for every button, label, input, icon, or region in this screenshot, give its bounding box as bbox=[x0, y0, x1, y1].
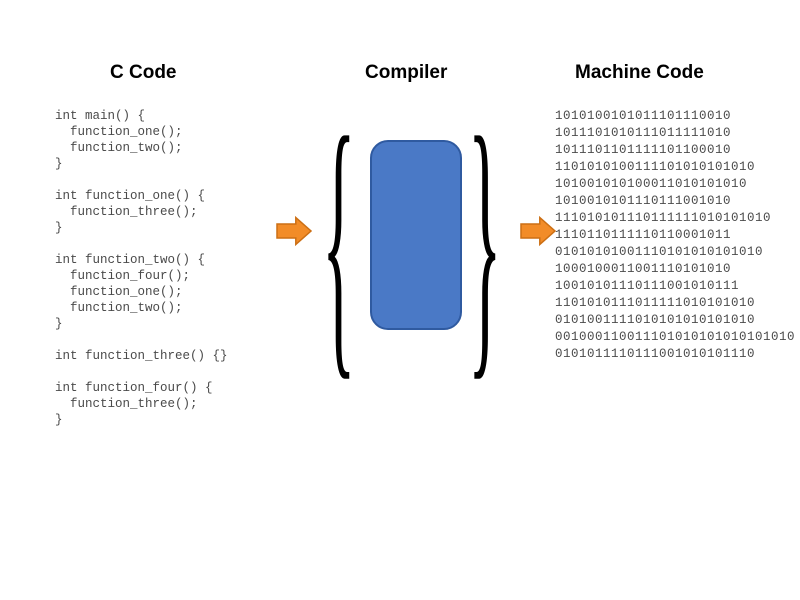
heading-compiler: Compiler bbox=[365, 62, 447, 84]
arrow-right-icon bbox=[520, 215, 556, 247]
arrow-left-icon bbox=[276, 215, 312, 247]
compiler-box bbox=[370, 140, 462, 330]
c-code-block: int main() { function_one(); function_tw… bbox=[55, 108, 228, 428]
arrow-left-poly bbox=[277, 218, 311, 245]
heading-machine-code: Machine Code bbox=[575, 62, 704, 84]
right-brace-icon: } bbox=[468, 100, 502, 394]
machine-code-block: 1010100101011101110010 10111010101110111… bbox=[555, 108, 795, 363]
heading-c-code: C Code bbox=[110, 62, 177, 84]
arrow-right-poly bbox=[521, 218, 555, 245]
left-brace-icon: { bbox=[322, 100, 356, 394]
